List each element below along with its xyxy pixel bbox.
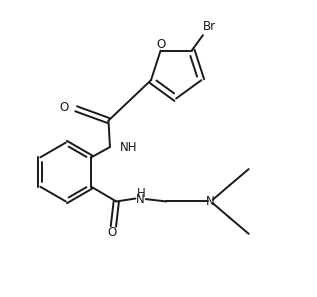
Text: N: N [135,193,144,206]
Text: H: H [137,187,146,200]
Text: NH: NH [120,140,138,154]
Text: O: O [107,226,117,239]
Text: O: O [60,101,69,114]
Text: N: N [206,195,215,208]
Text: O: O [156,38,165,50]
Text: Br: Br [203,20,216,33]
